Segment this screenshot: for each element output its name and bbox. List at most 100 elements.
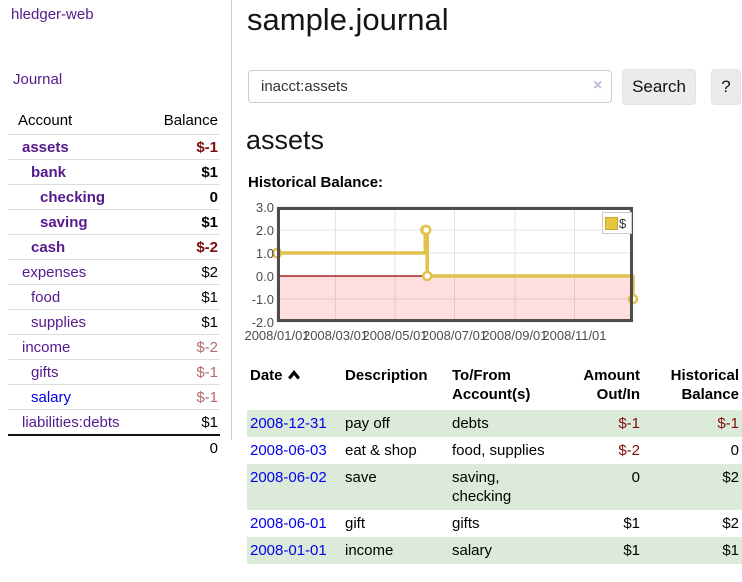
- account-name-cell: food: [8, 284, 149, 310]
- account-balance: $1: [148, 159, 220, 185]
- legend-swatch-icon: [605, 216, 618, 230]
- register-row[interactable]: 2008-01-01 income salary $1 $1: [247, 537, 742, 564]
- sidebar-account-link[interactable]: bank: [31, 164, 67, 181]
- register-cell-date: 2008-01-01: [247, 537, 345, 564]
- register-cell-date: 2008-06-02: [247, 464, 345, 510]
- sidebar-account-link[interactable]: liabilities:debts: [22, 414, 120, 431]
- account-name-cell: bank: [8, 159, 149, 185]
- brand-link[interactable]: hledger-web: [11, 6, 94, 23]
- transaction-date-link[interactable]: 2008-01-01: [250, 542, 327, 559]
- register-cell-accounts: salary: [452, 542, 493, 559]
- historical-balance-chart[interactable]: 3.0 2.0 1.0 0.0 -1.0 -2.0 2008/01/01 2008/03/01…: [244, 200, 742, 350]
- x-axis-tick-label: 2008/05/01: [362, 328, 428, 343]
- chart-legend: $: [602, 212, 632, 234]
- register-cell-description: gift: [345, 515, 366, 532]
- account-row: cash $-2: [8, 234, 220, 260]
- transaction-date-link[interactable]: 2008-06-02: [250, 469, 327, 486]
- register-cell-amount: $-2: [618, 442, 640, 459]
- register-cell-balance: $2: [722, 469, 739, 486]
- accounts-total-value: 0: [148, 434, 220, 460]
- register-row[interactable]: 2008-06-03 eat & shop food, supplies $-2 0: [247, 437, 742, 464]
- sidebar-account-link[interactable]: expenses: [22, 264, 87, 281]
- sidebar-account-link[interactable]: income: [22, 339, 71, 356]
- register-header-date[interactable]: Date: [247, 362, 345, 410]
- register-header-amount-line2: Out/In: [596, 386, 640, 403]
- sidebar-account-link[interactable]: food: [31, 289, 61, 306]
- register-row[interactable]: 2008-06-02 save saving, checking 0 $2: [247, 464, 742, 510]
- sidebar-item-journal[interactable]: Journal: [13, 71, 63, 88]
- account-name-cell: income: [8, 334, 149, 360]
- register-header-row: Date Description To/From Account(s) Amou…: [247, 362, 742, 410]
- y-axis-tick-label: -2.0: [251, 315, 274, 330]
- register-table: Date Description To/From Account(s) Amou…: [247, 362, 742, 564]
- account-row: gifts $-1: [8, 359, 220, 385]
- x-axis-tick-label: 2008/07/01: [421, 328, 488, 343]
- clear-search-icon[interactable]: ×: [593, 77, 603, 94]
- accounts-total-spacer: [8, 434, 149, 460]
- sidebar-account-link[interactable]: saving: [40, 214, 88, 231]
- register-cell-amount: $1: [623, 542, 640, 559]
- register-header-accounts: To/From Account(s): [452, 362, 547, 410]
- transaction-date-link[interactable]: 2008-06-01: [250, 515, 327, 532]
- x-axis-tick-label: 2008/09/01: [482, 328, 548, 343]
- account-row: expenses $2: [8, 259, 220, 285]
- register-cell-accounts: gifts: [452, 515, 480, 532]
- account-name-cell: cash: [8, 234, 149, 260]
- x-axis-tick-label: 2008/11/01: [542, 328, 607, 343]
- register-header-amount-line1: Amount: [583, 367, 640, 384]
- account-row: checking 0: [8, 184, 220, 210]
- account-name-cell: liabilities:debts: [8, 409, 149, 435]
- register-header-balance-line2: Balance: [681, 386, 739, 403]
- register-row[interactable]: 2008-12-31 pay off debts $-1 $-1: [247, 410, 742, 437]
- account-row: bank $1: [8, 159, 220, 185]
- sidebar-account-link[interactable]: cash: [31, 239, 66, 256]
- sidebar-account-link[interactable]: checking: [40, 189, 106, 206]
- register-header-accounts-line2: Account(s): [452, 386, 531, 403]
- y-axis-tick-label: 0.0: [255, 269, 274, 284]
- register-cell-amount: $1: [623, 515, 640, 532]
- register-header-date-label: Date: [250, 367, 283, 384]
- account-name-cell: saving: [8, 209, 149, 235]
- account-name-cell: supplies: [8, 309, 149, 335]
- account-heading: assets: [246, 125, 325, 155]
- register-cell-accounts: saving, checking: [452, 469, 512, 505]
- account-row: liabilities:debts $1: [8, 409, 220, 435]
- register-header-balance: Historical Balance: [640, 362, 742, 410]
- chart-title: Historical Balance:: [248, 174, 384, 191]
- transaction-date-link[interactable]: 2008-06-03: [250, 442, 327, 459]
- register-cell-balance: $-1: [717, 415, 739, 432]
- account-name-cell: salary: [8, 384, 149, 410]
- help-button[interactable]: ?: [711, 69, 741, 105]
- account-name-cell: expenses: [8, 259, 149, 285]
- register-cell-description: save: [345, 469, 377, 486]
- legend-label: $: [619, 215, 627, 231]
- sidebar: hledger-web Journal Account Balance asse…: [0, 0, 232, 460]
- accounts-total-row: 0: [8, 434, 220, 460]
- sidebar-account-link[interactable]: supplies: [31, 314, 87, 331]
- page-title: sample.journal: [247, 2, 449, 37]
- account-balance: $-1: [148, 384, 220, 410]
- transaction-date-link[interactable]: 2008-12-31: [250, 415, 327, 432]
- y-axis-tick-label: 1.0: [255, 246, 274, 261]
- x-axis-tick-label: 2008/03/01: [302, 328, 369, 343]
- account-name-cell: gifts: [8, 359, 149, 385]
- account-balance: $1: [148, 284, 220, 310]
- account-balance: 0: [148, 184, 220, 210]
- register-cell-date: 2008-12-31: [247, 410, 345, 437]
- sidebar-account-link[interactable]: assets: [22, 139, 69, 156]
- chart-plot-area[interactable]: [271, 206, 639, 328]
- sidebar-account-link[interactable]: gifts: [31, 364, 59, 381]
- search-button[interactable]: Search: [622, 69, 696, 105]
- register-cell-balance: $1: [722, 542, 739, 559]
- accounts-header-account: Account: [18, 112, 73, 129]
- account-name-cell: assets: [8, 134, 149, 160]
- sidebar-account-link[interactable]: salary: [31, 389, 72, 406]
- search-input[interactable]: [248, 70, 612, 103]
- account-row: supplies $1: [8, 309, 220, 335]
- register-row[interactable]: 2008-06-01 gift gifts $1 $2: [247, 510, 742, 537]
- register-cell-description: income: [345, 542, 394, 559]
- account-row: assets $-1: [8, 134, 220, 160]
- account-balance: $-1: [148, 134, 220, 160]
- account-balance: $1: [148, 409, 220, 435]
